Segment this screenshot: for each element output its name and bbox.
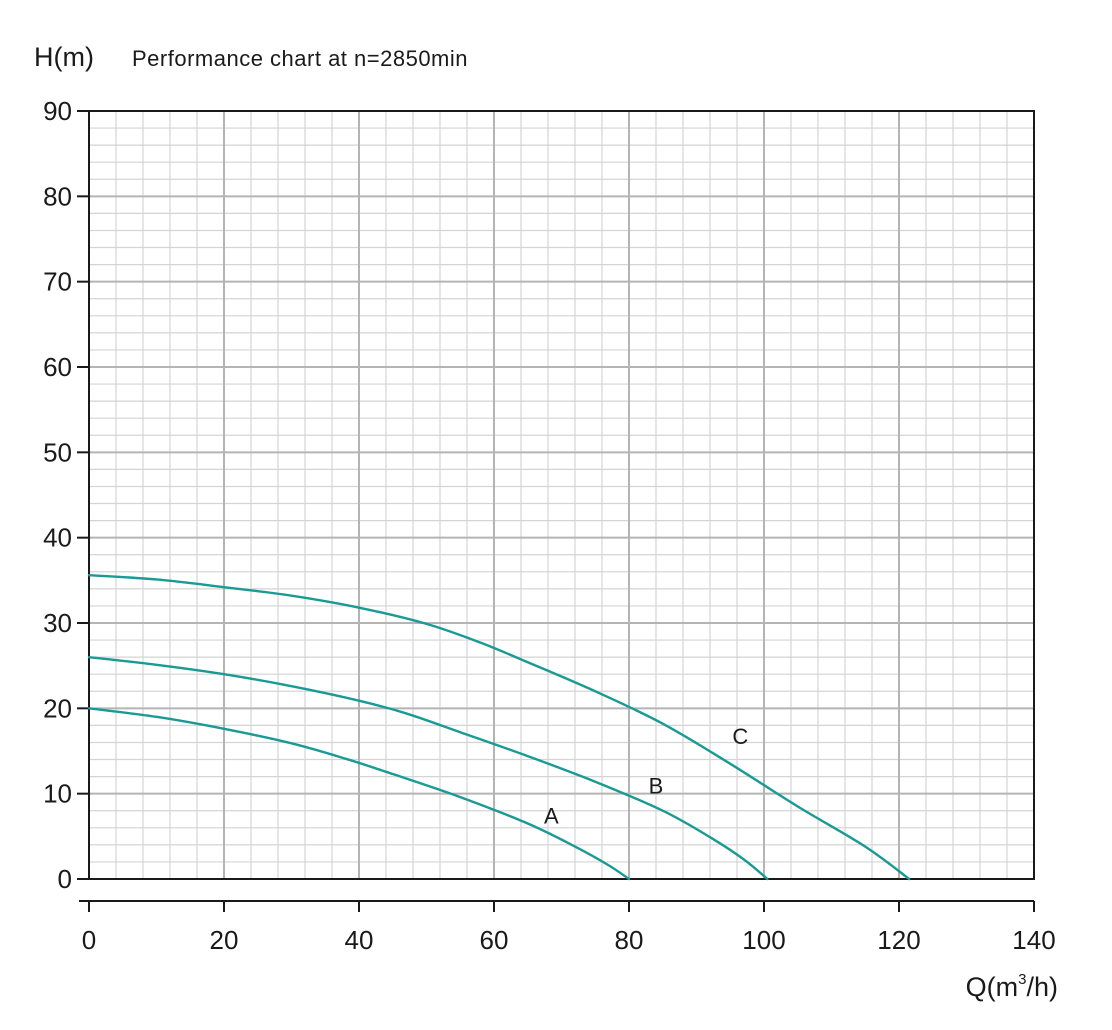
x-tick-label: 60 — [480, 925, 509, 955]
performance-curves — [87, 574, 911, 881]
y-tick-label: 90 — [43, 96, 72, 126]
x-axis-ticks: 0 20 40 60 80 100 120 140 — [82, 901, 1056, 955]
y-tick-label: 50 — [43, 437, 72, 467]
plot-frame — [88, 110, 1035, 880]
chart-title: Performance chart at n=2850min — [132, 46, 468, 71]
x-tick-label: 140 — [1012, 925, 1055, 955]
y-tick-label: 80 — [43, 181, 72, 211]
y-axis-ticks: 0 10 20 30 40 50 60 70 80 90 — [43, 96, 89, 894]
y-tick-label: 40 — [43, 523, 72, 553]
curve-a — [87, 707, 631, 881]
x-tick-label: 0 — [82, 925, 96, 955]
y-tick-label: 70 — [43, 267, 72, 297]
x-tick-label: 80 — [615, 925, 644, 955]
y-tick-label: 10 — [43, 779, 72, 809]
curve-labels: A B C — [544, 724, 748, 828]
curve-label-b: B — [649, 774, 664, 799]
y-tick-label: 0 — [58, 864, 72, 894]
y-tick-label: 20 — [43, 693, 72, 723]
major-gridlines — [89, 111, 1034, 879]
x-tick-label: 40 — [345, 925, 374, 955]
y-tick-label: 30 — [43, 608, 72, 638]
curve-b — [87, 655, 769, 881]
x-tick-label: 20 — [210, 925, 239, 955]
x-tick-label: 100 — [742, 925, 785, 955]
curve-c — [87, 574, 911, 881]
y-axis-title: H(m) — [34, 42, 94, 72]
x-axis-title: Q(m3/h) — [966, 971, 1058, 1002]
minor-gridlines — [89, 111, 1034, 879]
curve-label-a: A — [544, 804, 559, 829]
x-tick-label: 120 — [877, 925, 920, 955]
y-tick-label: 60 — [43, 352, 72, 382]
curve-label-c: C — [732, 724, 748, 749]
